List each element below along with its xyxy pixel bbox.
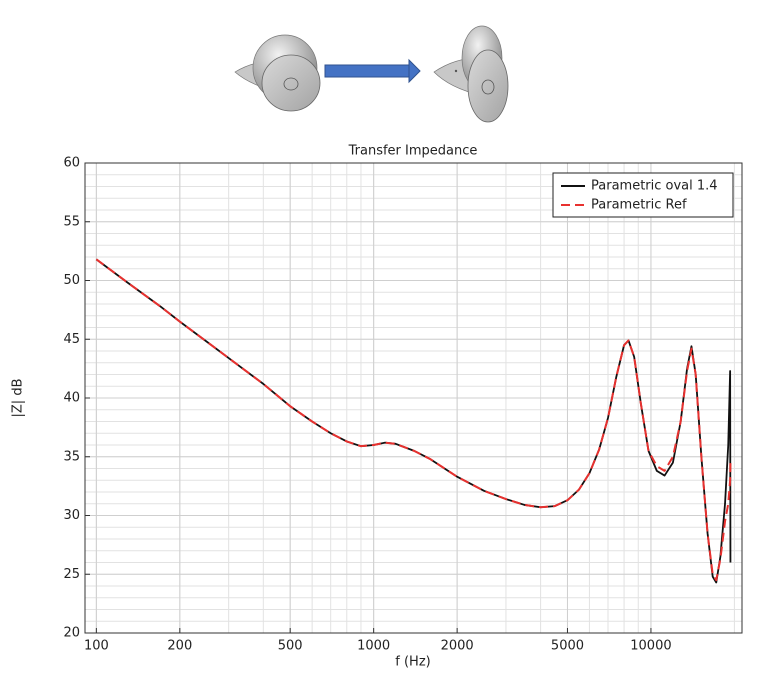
y-tick-label: 40	[63, 391, 80, 406]
x-tick-label: 500	[278, 639, 303, 654]
x-tick-label: 100	[84, 639, 109, 654]
y-tick-label: 45	[63, 332, 80, 347]
geometry-illustration	[234, 25, 509, 123]
y-tick-label: 50	[63, 273, 80, 288]
legend-label: Parametric oval 1.4	[591, 179, 718, 194]
y-axis-label: |Z| dB	[11, 379, 26, 418]
series-line	[95, 258, 732, 582]
x-tick-label: 5000	[551, 639, 584, 654]
x-tick-label: 200	[167, 639, 192, 654]
legend-label: Parametric Ref	[591, 198, 687, 213]
legend: Parametric oval 1.4 Parametric Ref	[552, 172, 734, 218]
x-axis-label: f (Hz)	[395, 655, 430, 670]
y-tick-label: 25	[63, 567, 80, 582]
x-tick-label: 1000	[357, 639, 390, 654]
y-tick-label: 55	[63, 214, 80, 229]
x-tick-label: 10000	[630, 639, 671, 654]
x-tick-label: 2000	[441, 639, 474, 654]
y-tick-label: 20	[63, 626, 80, 641]
grid	[85, 162, 742, 634]
y-tick-label: 30	[63, 508, 80, 523]
y-tick-label: 35	[63, 449, 80, 464]
legend-box	[552, 172, 734, 218]
y-tick-label: 60	[63, 156, 80, 171]
chart-title: Transfer Impedance	[348, 144, 478, 159]
lines	[95, 258, 732, 584]
